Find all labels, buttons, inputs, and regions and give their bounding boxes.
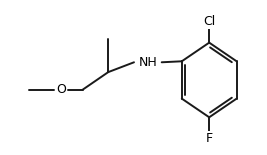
Text: NH: NH [139,56,157,69]
Text: Cl: Cl [203,15,215,28]
Text: F: F [206,132,213,145]
Text: O: O [56,83,66,96]
